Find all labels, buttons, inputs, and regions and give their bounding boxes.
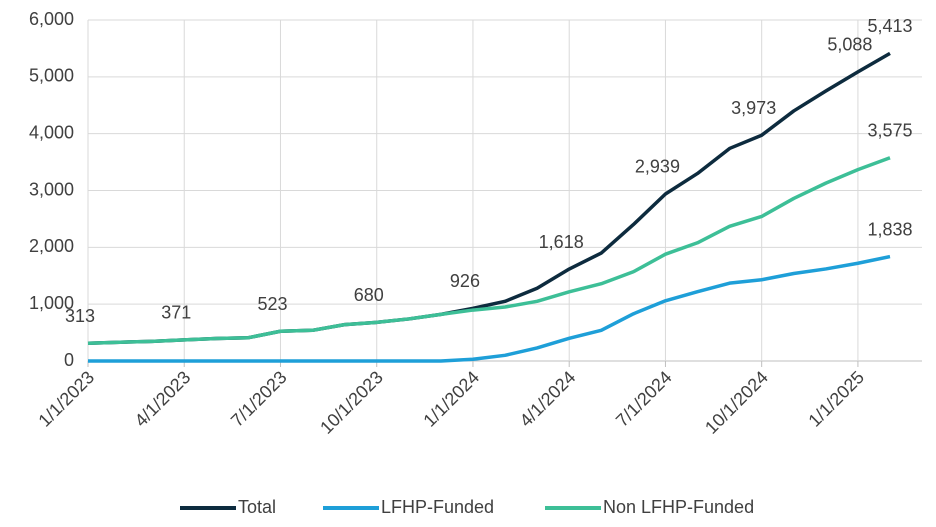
y-tick-label: 2,000 (29, 236, 74, 256)
x-tick-label: 1/1/2024 (419, 367, 483, 431)
x-tick-label: 10/1/2023 (316, 367, 387, 438)
legend-label: Non LFHP-Funded (603, 497, 754, 517)
x-tick-label: 1/1/2025 (804, 367, 868, 431)
y-tick-label: 1,000 (29, 293, 74, 313)
data-label: 3,575 (867, 121, 912, 141)
y-tick-label: 6,000 (29, 9, 74, 29)
data-label: 1,618 (539, 232, 584, 252)
data-label: 680 (354, 285, 384, 305)
x-tick-label: 1/1/2023 (34, 367, 98, 431)
x-tick-label: 4/1/2023 (131, 367, 195, 431)
data-label: 371 (161, 303, 191, 323)
data-label: 2,939 (635, 157, 680, 177)
data-label: 5,413 (867, 16, 912, 36)
y-tick-label: 4,000 (29, 122, 74, 142)
data-label: 523 (257, 294, 287, 314)
data-label: 3,973 (731, 98, 776, 118)
y-tick-label: 3,000 (29, 179, 74, 199)
data-label: 313 (65, 306, 95, 326)
legend-label: LFHP-Funded (381, 497, 494, 517)
line (87, 156, 891, 345)
line (88, 254, 891, 363)
x-tick-label: 7/1/2024 (612, 367, 676, 431)
legend-label: Total (238, 497, 276, 517)
data-label: 5,088 (827, 35, 872, 55)
data-label: 1,838 (867, 219, 912, 239)
x-tick-label: 4/1/2024 (516, 367, 580, 431)
line (87, 51, 891, 345)
y-tick-label: 5,000 (29, 66, 74, 86)
x-tick-label: 10/1/2024 (701, 367, 772, 438)
y-tick-label: 0 (64, 350, 74, 370)
data-label: 926 (450, 271, 480, 291)
x-tick-label: 7/1/2023 (227, 367, 291, 431)
